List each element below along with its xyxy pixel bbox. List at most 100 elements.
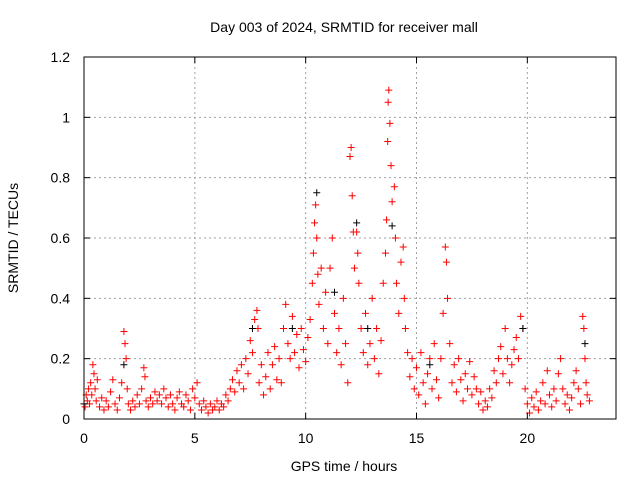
data-point <box>437 355 445 363</box>
data-point <box>570 379 578 387</box>
data-point <box>129 397 137 405</box>
data-point <box>311 219 319 227</box>
data-point <box>275 355 283 363</box>
data-point <box>435 394 443 402</box>
data-point <box>366 340 374 348</box>
data-point <box>308 279 316 287</box>
data-point <box>248 349 256 357</box>
data-point <box>350 264 358 272</box>
data-point <box>373 325 381 332</box>
data-point <box>486 385 494 393</box>
data-point <box>204 409 212 417</box>
data-point <box>359 349 367 357</box>
x-tick-label: 5 <box>191 430 199 446</box>
data-point <box>160 385 168 393</box>
data-point <box>173 394 181 402</box>
data-point <box>499 370 507 378</box>
data-point <box>495 355 503 363</box>
data-point <box>299 346 307 354</box>
data-point <box>404 349 412 357</box>
data-point <box>277 379 285 387</box>
data-point <box>368 294 376 302</box>
data-point <box>215 406 223 414</box>
data-point <box>84 385 92 393</box>
data-point <box>375 370 383 378</box>
data-point <box>288 325 296 332</box>
data-point <box>337 361 345 369</box>
data-point <box>182 391 190 399</box>
data-point <box>532 388 540 396</box>
data-point <box>180 403 188 411</box>
data-point <box>488 394 496 402</box>
data-point <box>417 349 425 357</box>
data-point <box>262 373 270 381</box>
data-point <box>282 300 290 308</box>
data-point <box>120 361 128 369</box>
chart-title: Day 003 of 2024, SRMTID for receiver mal… <box>210 19 478 35</box>
data-point <box>224 397 232 405</box>
data-point <box>470 373 478 381</box>
data-point <box>107 388 115 396</box>
series-red <box>81 86 593 417</box>
data-point <box>537 397 545 405</box>
data-point <box>138 385 146 393</box>
data-points <box>80 86 593 417</box>
data-point <box>295 364 303 372</box>
data-point <box>141 373 149 381</box>
x-tick-label: 10 <box>298 430 314 446</box>
data-point <box>271 343 279 351</box>
data-point <box>561 400 569 408</box>
data-point <box>115 394 123 402</box>
data-point <box>312 201 320 209</box>
data-point <box>123 385 131 393</box>
data-point <box>385 86 393 94</box>
data-point <box>144 403 152 411</box>
data-point <box>88 391 96 399</box>
data-point <box>424 370 432 378</box>
data-point <box>235 379 243 387</box>
y-tick-label: 0.2 <box>51 351 71 367</box>
data-point <box>155 391 163 399</box>
data-point <box>448 379 456 387</box>
data-point <box>397 258 405 266</box>
data-point <box>413 364 420 372</box>
data-point <box>268 361 276 369</box>
data-point <box>539 379 547 387</box>
data-point <box>109 376 117 384</box>
data-point <box>475 400 483 408</box>
data-point <box>92 397 100 405</box>
data-point <box>291 349 299 357</box>
data-point <box>430 340 438 348</box>
data-point <box>293 331 301 339</box>
data-point <box>523 400 531 408</box>
data-point <box>534 406 542 414</box>
data-point <box>481 397 489 405</box>
data-point <box>286 355 294 363</box>
data-point <box>98 394 106 402</box>
data-point <box>153 397 161 405</box>
data-point <box>142 397 150 405</box>
data-point <box>386 119 394 127</box>
data-point <box>472 385 480 393</box>
y-tick-label: 0.6 <box>51 230 71 246</box>
data-point <box>554 370 562 378</box>
data-point <box>313 189 321 197</box>
data-point <box>339 294 347 302</box>
data-point <box>200 397 208 405</box>
data-point <box>455 355 463 363</box>
data-point <box>410 385 418 393</box>
data-point <box>388 222 396 230</box>
data-point <box>439 309 447 317</box>
data-point <box>512 334 520 342</box>
data-point <box>550 385 558 393</box>
data-point <box>233 367 241 375</box>
data-point <box>121 340 129 348</box>
data-point <box>206 400 214 408</box>
data-point <box>401 325 409 332</box>
x-axis-label: GPS time / hours <box>291 458 398 474</box>
data-point <box>384 137 392 145</box>
data-point <box>251 315 259 323</box>
data-point <box>189 385 197 393</box>
data-point <box>421 400 429 408</box>
data-point <box>193 379 201 387</box>
